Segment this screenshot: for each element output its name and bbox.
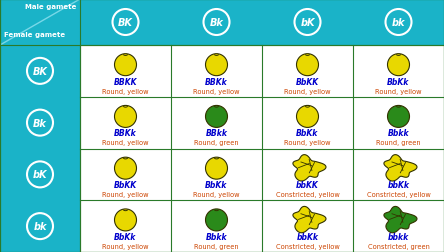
Text: bk: bk (392, 18, 405, 28)
Text: BbKK: BbKK (296, 77, 319, 86)
Text: Round, yellow: Round, yellow (193, 191, 240, 197)
Text: Round, yellow: Round, yellow (284, 88, 331, 94)
Text: BK: BK (32, 67, 48, 77)
Text: Round, yellow: Round, yellow (375, 88, 422, 94)
Text: Male gamete: Male gamete (24, 4, 76, 10)
Text: Constricted, green: Constricted, green (368, 243, 429, 249)
Bar (353, 149, 444, 200)
Text: Bbkk: Bbkk (388, 129, 409, 138)
Bar (80, 200, 171, 252)
Text: BbKk: BbKk (114, 232, 137, 241)
Text: BBKk: BBKk (205, 77, 228, 86)
Text: Round, green: Round, green (376, 140, 421, 146)
Circle shape (206, 158, 227, 179)
Text: bK: bK (300, 18, 315, 28)
Circle shape (115, 54, 136, 76)
Circle shape (206, 54, 227, 76)
Bar (171, 200, 262, 252)
Text: BbKK: BbKK (114, 180, 137, 190)
Text: BBKk: BBKk (114, 129, 137, 138)
Text: Bbkk: Bbkk (206, 232, 227, 241)
Circle shape (206, 106, 227, 128)
Text: Constricted, yellow: Constricted, yellow (276, 243, 339, 249)
Bar (353, 46, 444, 97)
Circle shape (297, 106, 318, 128)
Bar (171, 97, 262, 149)
Bar (171, 46, 262, 97)
Bar (262, 200, 353, 252)
Text: Constricted, yellow: Constricted, yellow (276, 191, 339, 197)
Bar (353, 200, 444, 252)
Text: bbKk: bbKk (388, 180, 409, 190)
Bar (262, 46, 353, 97)
Text: bbkk: bbkk (388, 232, 409, 241)
Text: bk: bk (33, 221, 47, 231)
Circle shape (115, 209, 136, 231)
Text: BK: BK (118, 18, 133, 28)
Text: Round, yellow: Round, yellow (102, 140, 149, 146)
Text: Round, yellow: Round, yellow (284, 140, 331, 146)
Polygon shape (293, 207, 326, 233)
Bar (171, 149, 262, 200)
Bar (80, 97, 171, 149)
Text: Round, green: Round, green (194, 243, 239, 249)
Text: Bk: Bk (210, 18, 223, 28)
Bar (262, 97, 353, 149)
Circle shape (206, 209, 227, 231)
Circle shape (115, 158, 136, 179)
Bar (80, 149, 171, 200)
Polygon shape (384, 207, 417, 233)
Text: Round, green: Round, green (194, 140, 239, 146)
Bar (0, 0, 80, 46)
Text: BbKk: BbKk (205, 180, 228, 190)
Text: Round, yellow: Round, yellow (193, 88, 240, 94)
Text: bbKk: bbKk (297, 232, 318, 241)
Text: Round, yellow: Round, yellow (102, 191, 149, 197)
Text: Female gamete: Female gamete (4, 32, 65, 38)
Bar (80, 46, 171, 97)
Polygon shape (384, 155, 417, 181)
Text: BbKk: BbKk (387, 77, 410, 86)
Polygon shape (293, 155, 326, 181)
Circle shape (388, 106, 409, 128)
Text: bbKK: bbKK (296, 180, 319, 190)
Text: Constricted, yellow: Constricted, yellow (367, 191, 430, 197)
Text: BBkk: BBkk (206, 129, 227, 138)
Text: bK: bK (33, 170, 47, 180)
Text: Round, yellow: Round, yellow (102, 243, 149, 249)
Text: BBKK: BBKK (114, 77, 137, 86)
Text: Bk: Bk (33, 118, 47, 128)
Circle shape (388, 54, 409, 76)
Text: Round, yellow: Round, yellow (102, 88, 149, 94)
Bar (262, 149, 353, 200)
Text: BbKk: BbKk (296, 129, 319, 138)
Circle shape (297, 54, 318, 76)
Circle shape (115, 106, 136, 128)
Bar (80, 46, 444, 252)
Bar (353, 97, 444, 149)
